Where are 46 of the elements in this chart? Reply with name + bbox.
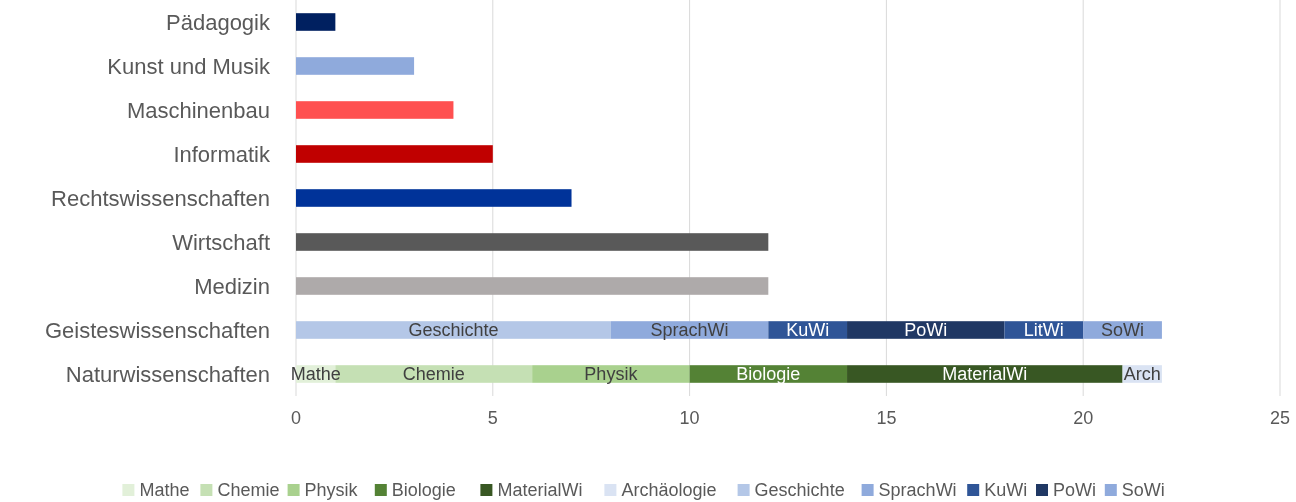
bar — [296, 277, 769, 295]
data-label: Geschichte — [408, 320, 499, 341]
y-tick-label: Pädagogik — [166, 9, 271, 35]
x-tick-label: 15 — [876, 408, 897, 428]
legend-label: SprachWi — [878, 480, 957, 501]
bar — [296, 321, 611, 339]
y-tick-label: Kunst und Musik — [107, 53, 271, 79]
y-tick-label: Wirtschaft — [172, 229, 270, 255]
bar — [847, 321, 1005, 339]
bar — [296, 233, 769, 251]
bar — [296, 13, 336, 31]
bar — [296, 101, 454, 119]
data-label: KuWi — [786, 320, 830, 341]
x-tick-label: 0 — [290, 408, 302, 428]
data-label: Chemie — [402, 364, 465, 385]
bar — [296, 189, 572, 207]
data-label: SprachWi — [650, 320, 729, 341]
y-tick-label: Naturwissenschaften — [65, 361, 270, 387]
data-label: Physik — [584, 364, 639, 385]
y-tick-label: Rechtswissenschaften — [51, 185, 270, 211]
legend-label: KuWi — [984, 480, 1028, 501]
data-label: Arch — [1123, 364, 1161, 385]
legend-label: MaterialWi — [497, 480, 583, 501]
x-tick-label: 20 — [1073, 408, 1094, 428]
legend-label: PoWi — [1053, 480, 1097, 501]
legend-label: Biologie — [391, 480, 456, 501]
y-tick-label: Medizin — [194, 273, 270, 299]
y-tick-label: Maschinenbau — [126, 97, 270, 123]
bar — [296, 145, 493, 163]
x-tick-label: 10 — [679, 408, 700, 428]
x-tick-label: 5 — [487, 408, 498, 428]
data-label: SoWi — [1101, 320, 1145, 341]
x-tick-label: 25 — [1269, 408, 1291, 428]
data-label: LitWi — [1023, 320, 1064, 341]
data-label: MaterialWi — [942, 364, 1028, 385]
legend-label: Chemie — [217, 480, 280, 501]
legend-label: SoWi — [1121, 480, 1165, 501]
legend-label: Geschichte — [754, 480, 845, 501]
legend-label: Mathe — [139, 480, 190, 501]
y-tick-label: Informatik — [173, 141, 271, 167]
data-label: PoWi — [904, 320, 948, 341]
legend-label: Physik — [304, 480, 359, 501]
data-label: Biologie — [736, 364, 801, 385]
legend-label: Archäologie — [621, 480, 717, 501]
data-label: Mathe — [290, 364, 341, 385]
y-tick-label: Geisteswissenschaften — [45, 317, 270, 343]
